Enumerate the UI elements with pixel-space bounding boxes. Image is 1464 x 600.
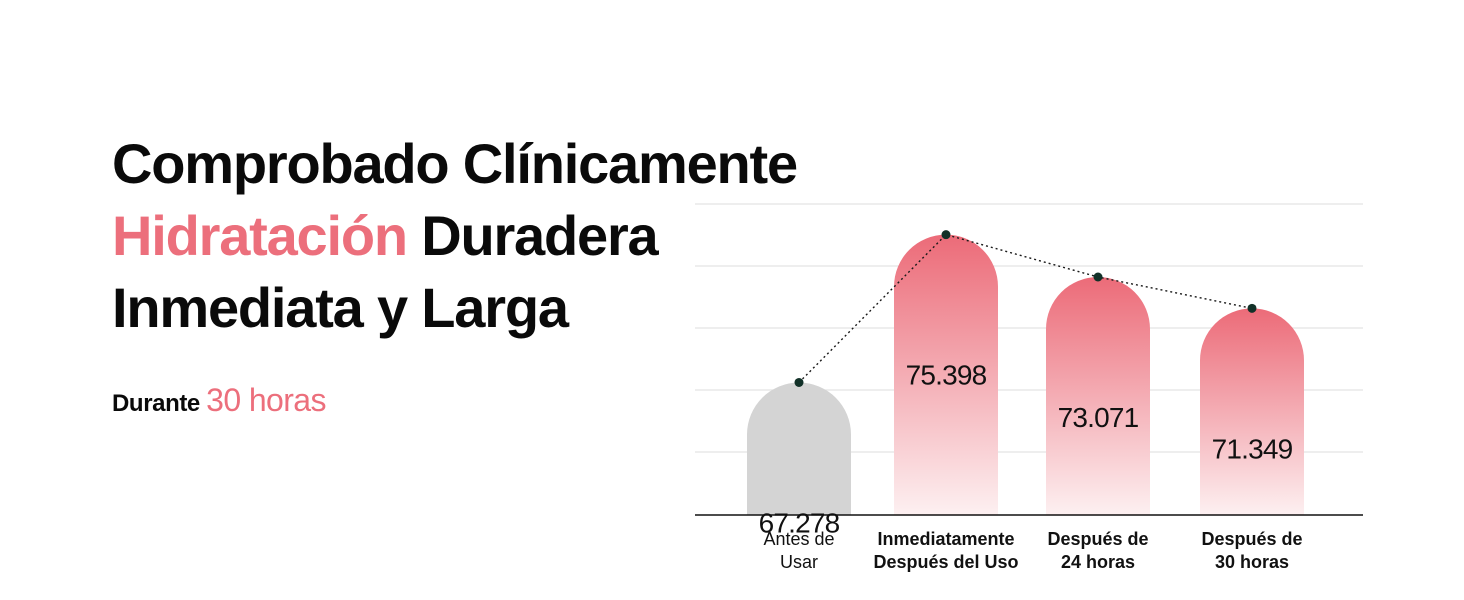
category-label-3-line-1: Después de	[1047, 529, 1148, 549]
category-label-1-line-1: Antes de	[763, 529, 834, 549]
category-label-2-line-1: Inmediatamente	[877, 529, 1014, 549]
headline-line-2-rest: Duradera	[421, 204, 658, 267]
duration-subheading: Durante 30 horas	[112, 378, 327, 426]
category-label-3-line-2: 24 horas	[1061, 552, 1135, 572]
value-label-1: 67.278	[759, 507, 840, 538]
duration-prefix: Durante	[112, 390, 200, 417]
trend-line	[798, 233, 1253, 383]
value-label-4: 71.349	[1212, 433, 1293, 464]
category-label-2-line-2: Después del Uso	[873, 552, 1018, 572]
trend-point-4	[1247, 303, 1257, 313]
trend-point-3	[1093, 272, 1103, 282]
category-label-4-line-1: Después de	[1201, 529, 1302, 549]
trend-point-2	[941, 230, 951, 240]
bar-1	[747, 382, 851, 515]
value-label-3: 73.071	[1058, 402, 1139, 433]
headline-line-1: Comprobado Clínicamente	[112, 132, 798, 195]
headline-accent-word: Hidratación	[112, 204, 408, 267]
category-label-4-line-2: 30 horas	[1215, 552, 1289, 572]
headline-line-3: Inmediata y Larga	[112, 276, 569, 339]
category-label-1-line-2: Usar	[780, 552, 818, 572]
bar-4	[1200, 308, 1304, 515]
trend-point-1	[794, 377, 804, 387]
bar-2	[894, 234, 998, 515]
headline: Comprobado Clínicamente Hidratación Dura…	[112, 128, 798, 344]
value-label-2: 75.398	[906, 360, 987, 391]
bar-3	[1046, 277, 1150, 515]
duration-accent: 30 horas	[206, 382, 326, 418]
